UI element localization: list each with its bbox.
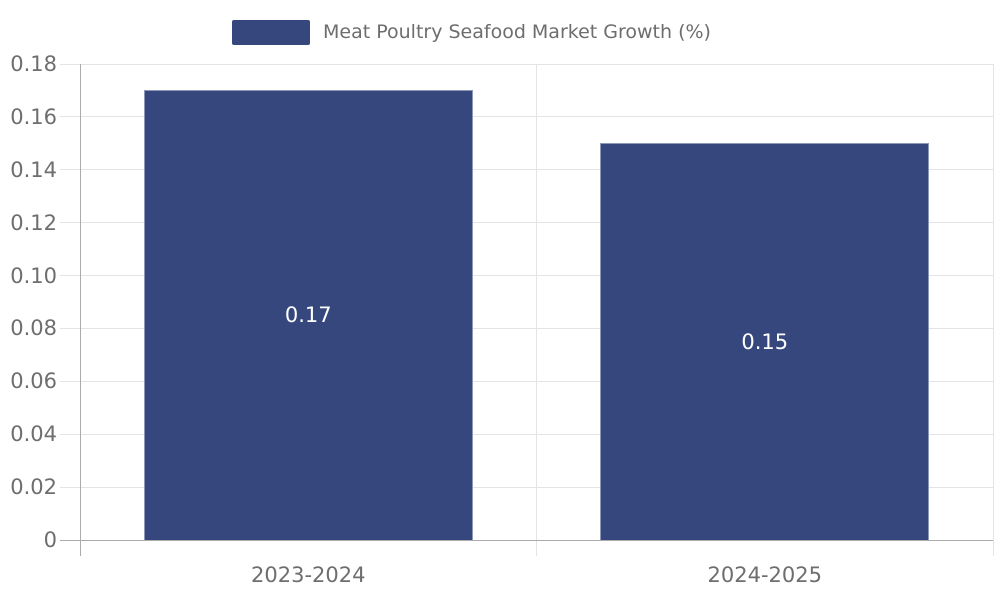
bar-value-label: 0.17: [284, 303, 332, 328]
y-gridline: [60, 222, 993, 224]
y-gridline: [60, 327, 993, 329]
y-gridline: [60, 486, 993, 488]
y-tick-label: 0.16: [10, 104, 57, 129]
legend-swatch-icon: [232, 20, 310, 45]
y-tick-label: 0.14: [10, 157, 57, 182]
y-tick-label: 0: [43, 528, 57, 552]
bar[interactable]: [143, 90, 473, 540]
y-tick-label: 0.04: [10, 422, 57, 447]
y-tick-label: 0.18: [10, 52, 57, 76]
x-tick-label: 2024-2025: [707, 563, 822, 587]
y-tick-label: 0.12: [10, 210, 57, 235]
x-axis-line: [60, 539, 993, 541]
bar[interactable]: [600, 143, 930, 540]
y-gridline: [60, 275, 993, 277]
x-tick-label: 2023-2024: [251, 563, 366, 587]
y-gridline: [60, 169, 993, 171]
legend-item[interactable]: Meat Poultry Seafood Market Growth (%): [232, 20, 711, 45]
y-tick-label: 0.06: [10, 369, 57, 394]
y-gridline: [60, 433, 993, 435]
y-tick-label: 0.10: [10, 263, 57, 288]
legend-label: Meat Poultry Seafood Market Growth (%): [323, 21, 711, 43]
y-gridline: [60, 63, 993, 65]
x-gridline: [536, 64, 537, 556]
y-tick-label: 0.08: [10, 316, 57, 341]
y-axis-line: [79, 64, 81, 556]
y-tick-label: 0.02: [10, 475, 57, 500]
y-gridline: [60, 116, 993, 118]
bar-value-label: 0.15: [741, 329, 789, 354]
x-gridline: [992, 64, 994, 556]
y-gridline: [60, 380, 993, 382]
